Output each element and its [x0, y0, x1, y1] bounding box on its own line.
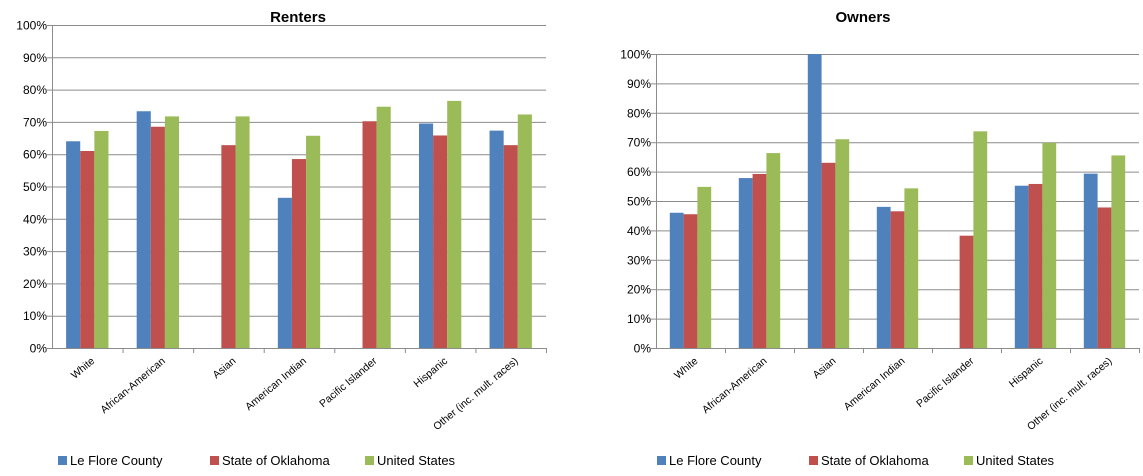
- y-tick-label: 60%: [23, 148, 47, 162]
- bar-state-of-oklahoma: [150, 126, 165, 349]
- legend-swatch-united-states: [365, 456, 374, 465]
- bar-le-flore-county: [738, 178, 753, 348]
- y-tick-label: 100%: [16, 19, 47, 33]
- bar-united-states: [447, 100, 462, 348]
- bar-united-states: [1042, 142, 1057, 348]
- legend-swatch-le-flore-county: [58, 456, 67, 465]
- bar-united-states: [904, 188, 919, 348]
- bar-united-states: [235, 116, 250, 348]
- bar-state-of-oklahoma: [291, 159, 307, 348]
- bar-state-of-oklahoma: [80, 150, 95, 348]
- legend-swatch-le-flore-county: [657, 456, 666, 465]
- legend-label-state-of-oklahoma: State of Oklahoma: [222, 453, 330, 468]
- y-tick-label: 30%: [23, 245, 47, 259]
- bar-le-flore-county: [807, 54, 822, 348]
- owners-chart: Owners 0% 10% 20% 30% 40% 50% 60% 70% 80% 90% 100% W…: [620, 9, 1140, 468]
- bar-le-flore-county: [66, 141, 81, 348]
- y-tick-label: 80%: [23, 83, 47, 97]
- y-tick-label: 50%: [23, 180, 47, 194]
- y-tick-label: 100%: [620, 48, 651, 62]
- legend-swatch-state-of-oklahoma: [809, 456, 818, 465]
- bar-united-states: [517, 114, 532, 348]
- x-category-label: Hispanic: [1007, 355, 1046, 390]
- y-tick-label: 70%: [627, 136, 651, 150]
- x-category-label: White: [672, 355, 700, 382]
- y-tick-label: 90%: [627, 77, 651, 91]
- chart-title: Renters: [270, 9, 326, 26]
- renters-chart: Renters 0% 10% 20% 30% 40% 50% 60% 70% 80% 90% 100%…: [16, 9, 547, 468]
- bar-le-flore-county: [1014, 185, 1029, 348]
- y-tick-label: 10%: [23, 309, 47, 323]
- bar-united-states: [164, 116, 180, 348]
- y-tick-label: 20%: [627, 283, 651, 297]
- y-tick-label: 70%: [23, 115, 47, 129]
- bar-united-states: [376, 106, 391, 349]
- x-category-label: African-American: [700, 355, 770, 416]
- y-tick-label: 90%: [23, 51, 47, 65]
- bar-united-states: [94, 130, 109, 348]
- bar-le-flore-county: [669, 212, 684, 348]
- legend-label-united-states: United States: [976, 453, 1055, 468]
- bar-united-states: [835, 139, 850, 348]
- bar-state-of-oklahoma: [1028, 183, 1043, 348]
- bar-le-flore-county: [489, 130, 504, 348]
- bar-state-of-oklahoma: [1097, 207, 1112, 348]
- legend-swatch-state-of-oklahoma: [210, 456, 219, 465]
- bar-state-of-oklahoma: [362, 121, 377, 348]
- bar-state-of-oklahoma: [959, 235, 974, 348]
- bar-united-states: [306, 135, 321, 348]
- y-tick-label: 0%: [634, 342, 652, 356]
- bar-united-states: [1111, 155, 1126, 348]
- y-tick-label: 30%: [627, 253, 651, 267]
- bar-united-states: [766, 153, 781, 348]
- x-category-label: American Indian: [243, 355, 309, 413]
- bar-state-of-oklahoma: [221, 145, 236, 348]
- y-tick-label: 40%: [627, 224, 651, 238]
- x-category-label: Asian: [211, 355, 239, 381]
- bar-le-flore-county: [1083, 173, 1098, 348]
- y-tick-label: 40%: [23, 212, 47, 226]
- y-tick-label: 10%: [627, 312, 651, 326]
- bar-state-of-oklahoma: [821, 162, 836, 348]
- x-category-label: African-American: [98, 355, 168, 416]
- bar-le-flore-county: [277, 197, 292, 348]
- bar-le-flore-county: [418, 123, 434, 348]
- x-category-label: American Indian: [842, 355, 908, 413]
- bar-le-flore-county: [136, 111, 151, 348]
- x-category-label: Hispanic: [412, 355, 451, 390]
- x-category-label: Pacific Islander: [914, 355, 977, 410]
- bar-le-flore-county: [876, 206, 891, 348]
- y-tick-label: 20%: [23, 277, 47, 291]
- bar-united-states: [697, 186, 712, 348]
- y-tick-label: 80%: [627, 106, 651, 120]
- chart-title: Owners: [835, 9, 890, 26]
- legend-swatch-united-states: [964, 456, 973, 465]
- legend-label-state-of-oklahoma: State of Oklahoma: [821, 453, 929, 468]
- bar-united-states: [973, 131, 988, 348]
- legend-label-le-flore-county: Le Flore County: [70, 453, 163, 468]
- x-category-label: Asian: [811, 355, 839, 381]
- bar-state-of-oklahoma: [752, 173, 767, 348]
- legend-label-le-flore-county: Le Flore County: [669, 453, 762, 468]
- bar-state-of-oklahoma: [683, 214, 698, 348]
- y-tick-label: 60%: [627, 165, 651, 179]
- x-category-label: White: [69, 355, 97, 382]
- y-tick-label: 0%: [30, 342, 48, 356]
- bar-state-of-oklahoma: [433, 135, 448, 348]
- y-tick-label: 50%: [627, 195, 651, 209]
- x-category-label: Pacific Islander: [317, 355, 380, 410]
- legend-label-united-states: United States: [377, 453, 456, 468]
- bar-state-of-oklahoma: [503, 145, 518, 348]
- bar-state-of-oklahoma: [890, 211, 905, 348]
